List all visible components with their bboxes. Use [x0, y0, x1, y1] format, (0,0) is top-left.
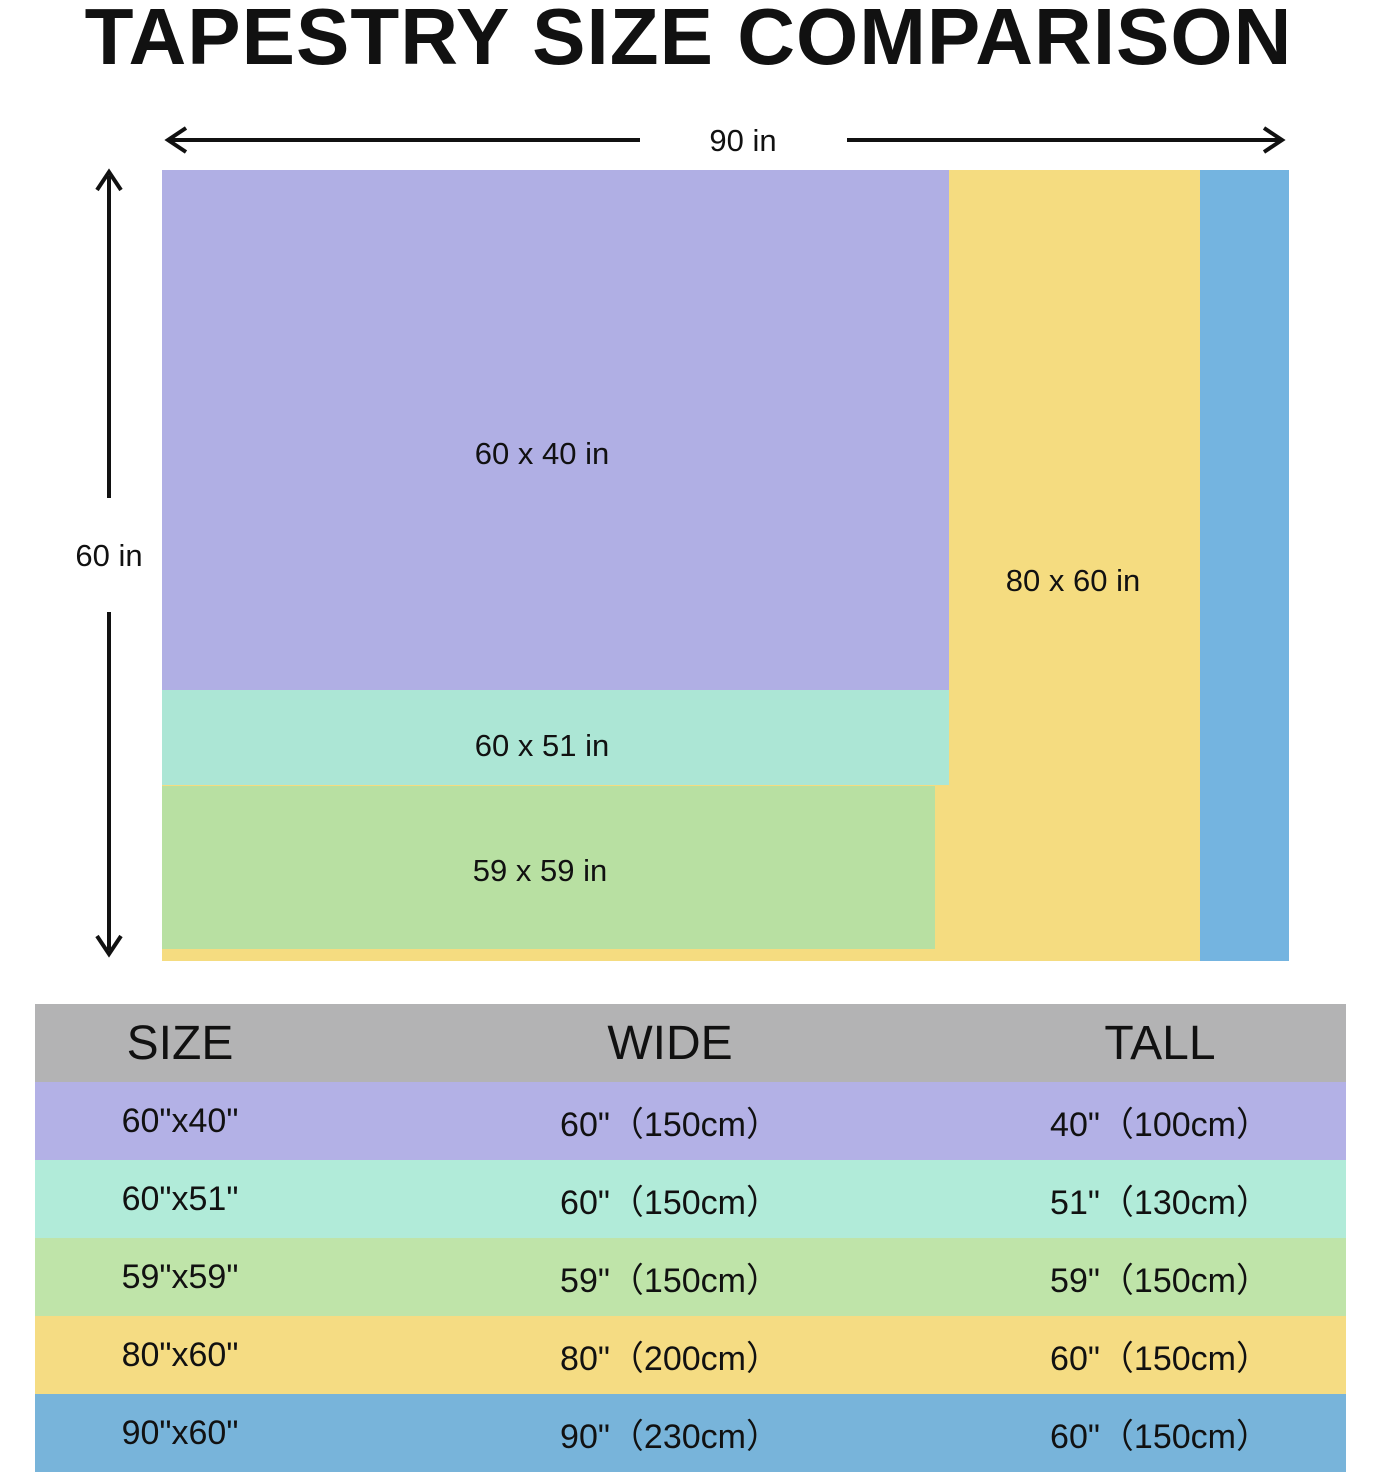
cell-wide: 90"（230cm）: [560, 1417, 780, 1456]
table-row: 60"x40" 60"（150cm） 40"（100cm）: [35, 1082, 1346, 1160]
cell-tall: 59"（150cm）: [1050, 1261, 1270, 1300]
header-tall: TALL: [1104, 1016, 1216, 1070]
width-label: 90 in: [709, 123, 776, 158]
table-row: 80"x60" 80"（200cm） 60"（150cm）: [35, 1316, 1346, 1394]
cell-size: 60"x51": [121, 1179, 239, 1218]
cell-wide: 60"（150cm）: [560, 1183, 780, 1222]
page-title: TAPESTRY SIZE COMPARISON: [84, 0, 1293, 81]
header-wide: WIDE: [607, 1016, 733, 1070]
rect-60x51: [162, 690, 949, 785]
cell-wide: 60"（150cm）: [560, 1105, 780, 1144]
size-comparison-diagram: 60 x 40 in 60 x 51 in 59 x 59 in 80 x 60…: [75, 123, 1289, 961]
cell-tall: 51"（130cm）: [1050, 1183, 1270, 1222]
label-59x59: 59 x 59 in: [473, 853, 607, 888]
size-table: SIZE WIDE TALL 60"x40" 60"（150cm） 40"（10…: [35, 1004, 1346, 1472]
height-arrow: [95, 168, 123, 958]
height-label: 60 in: [75, 538, 142, 573]
table-row: 60"x51" 60"（150cm） 51"（130cm）: [35, 1160, 1346, 1238]
label-60x40: 60 x 40 in: [475, 436, 609, 471]
cell-wide: 59"（150cm）: [560, 1261, 780, 1300]
cell-size: 59"x59": [121, 1257, 239, 1296]
label-60x51: 60 x 51 in: [475, 728, 609, 763]
rect-60x40: [162, 170, 949, 690]
table-row: 59"x59" 59"（150cm） 59"（150cm）: [35, 1238, 1346, 1316]
cell-tall: 60"（150cm）: [1050, 1339, 1270, 1378]
cell-size: 60"x40": [121, 1101, 239, 1140]
table-header: SIZE WIDE TALL: [35, 1004, 1346, 1082]
table-row: 90"x60" 90"（230cm） 60"（150cm）: [35, 1394, 1346, 1472]
cell-wide: 80"（200cm）: [560, 1339, 780, 1378]
width-arrow: [164, 126, 1286, 154]
cell-tall: 40"（100cm）: [1050, 1105, 1270, 1144]
cell-tall: 60"（150cm）: [1050, 1417, 1270, 1456]
cell-size: 80"x60": [121, 1335, 239, 1374]
cell-size: 90"x60": [121, 1413, 239, 1452]
header-size: SIZE: [126, 1016, 234, 1070]
rect-59x59: [162, 786, 935, 949]
label-80x60: 80 x 60 in: [1006, 563, 1140, 598]
